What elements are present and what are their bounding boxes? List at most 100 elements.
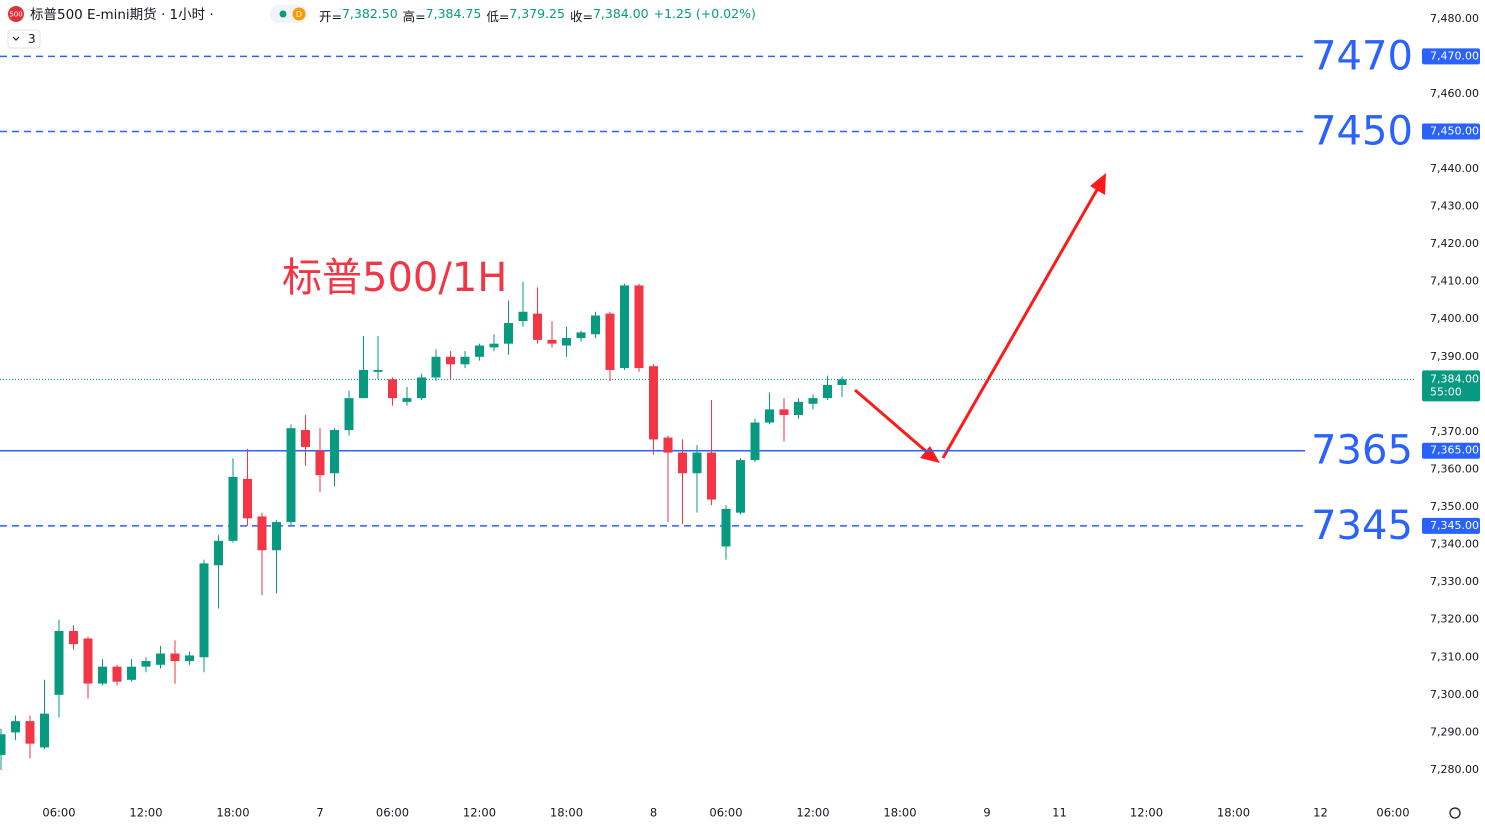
candle-body [170,653,180,662]
candle-body [0,734,6,755]
candle-body [199,563,209,658]
candle-body [475,345,484,357]
x-tick-label: 18:00 [883,806,916,820]
y-tick-label: 7,340.00 [1430,538,1479,551]
legend-text: 高= [402,9,426,24]
y-tick-label: 7,480.00 [1430,12,1479,25]
candle-body [286,428,296,523]
x-tick-label: 9 [983,806,990,820]
candle-body [765,409,774,423]
y-tick-label: 7,310.00 [1430,650,1479,663]
indicator-count: 3 [28,32,36,46]
candle-body [257,516,267,551]
x-tick-label: 12:00 [463,806,496,820]
arrow-head [920,446,940,463]
candle-body [373,369,383,372]
legend-text: 7,384.75 [425,6,482,21]
countdown-label: 55:00 [1430,385,1462,398]
candle-body [837,379,847,385]
candle-body [40,713,49,748]
candle-body [83,638,93,684]
status-dot [279,10,287,18]
candle-body [330,430,339,474]
candle-body [460,356,470,365]
candle-body [388,379,397,399]
candle-body [576,332,586,339]
candle-body [54,630,64,695]
interval-badge-text: D [296,10,302,19]
y-tick-label: 7,360.00 [1430,462,1479,475]
y-tick-label: 7,430.00 [1430,200,1479,213]
y-tick-label: 7,330.00 [1430,575,1479,588]
x-tick-label: 06:00 [1376,806,1409,820]
candle-body [533,313,542,340]
indicator-toggle[interactable] [7,29,41,49]
y-tick-label: 7,400.00 [1430,312,1479,325]
candle-body [69,630,78,645]
candle-body [272,522,281,551]
candle-body [315,450,325,476]
candle-body [301,430,310,447]
legend-text: 7,384.00 [592,6,649,21]
candle-body [692,452,702,474]
arrow-down [854,388,929,455]
legend-text: 7,379.25 [509,6,565,21]
candle-body [808,398,818,404]
arrow-head [1090,173,1106,195]
y-tick-label: 7,280.00 [1430,763,1479,776]
level-badge [1422,123,1480,140]
y-tick-label: 7,350.00 [1430,500,1479,513]
y-tick-label: 7,290.00 [1430,725,1479,738]
level-label: 7345 [1311,503,1413,549]
arrows [854,173,1106,463]
x-tick-label: 06:00 [709,806,742,820]
x-tick-label: 8 [650,806,657,820]
chart-title[interactable]: 标普500 E-mini期货 · 1小时 · [30,6,214,23]
x-tick-label: 12:00 [1130,806,1163,820]
legend-text: +1.25 (+0.02%) [653,6,756,21]
candle-body [489,343,499,348]
settings-icon[interactable] [1449,807,1461,819]
x-tick-label: 06:00 [376,806,409,820]
candle-body [243,478,252,519]
symbol-icon-text: 500 [9,11,22,19]
y-tick-label: 7,300.00 [1430,688,1479,701]
candle-body [417,377,426,399]
x-tick-label: 18:00 [216,806,249,820]
candle-body [721,508,731,547]
candle-body [547,339,557,344]
candle-body [750,422,760,461]
y-tick-label: 7,440.00 [1430,162,1479,175]
candle-body [344,398,354,431]
candle-body [11,721,20,733]
candle-body [228,476,238,541]
candle-body [823,384,832,399]
candle-body [634,285,644,369]
y-tick-label: 7,370.00 [1430,425,1479,438]
x-tick-label: 12 [1313,806,1328,820]
y-tick-label: 7,460.00 [1430,87,1479,100]
interval-badge [292,7,306,21]
candle-body [562,338,571,346]
candle-body [678,452,687,474]
y-tick-label: 7,420.00 [1430,237,1479,250]
symbol-icon [8,6,24,22]
candle-body [707,452,716,500]
level-label: 7365 [1311,428,1413,474]
annotation: 标普500/1H [282,255,507,301]
legend-text: 收= [569,9,593,24]
x-tick-label: 12:00 [129,806,162,820]
candle-body [156,653,165,665]
candle-body [663,437,673,453]
candle-body [431,356,441,378]
x-tick-label: 18:00 [1217,806,1250,820]
level-badge-label: 7,365.00 [1430,444,1479,457]
candle-body [605,313,615,370]
candle-body [504,323,513,344]
candle-body [127,666,136,680]
y-tick-label: 7,390.00 [1430,350,1479,363]
candle-body [359,369,368,399]
level-label: 7450 [1311,108,1413,154]
candle-body [794,401,803,416]
